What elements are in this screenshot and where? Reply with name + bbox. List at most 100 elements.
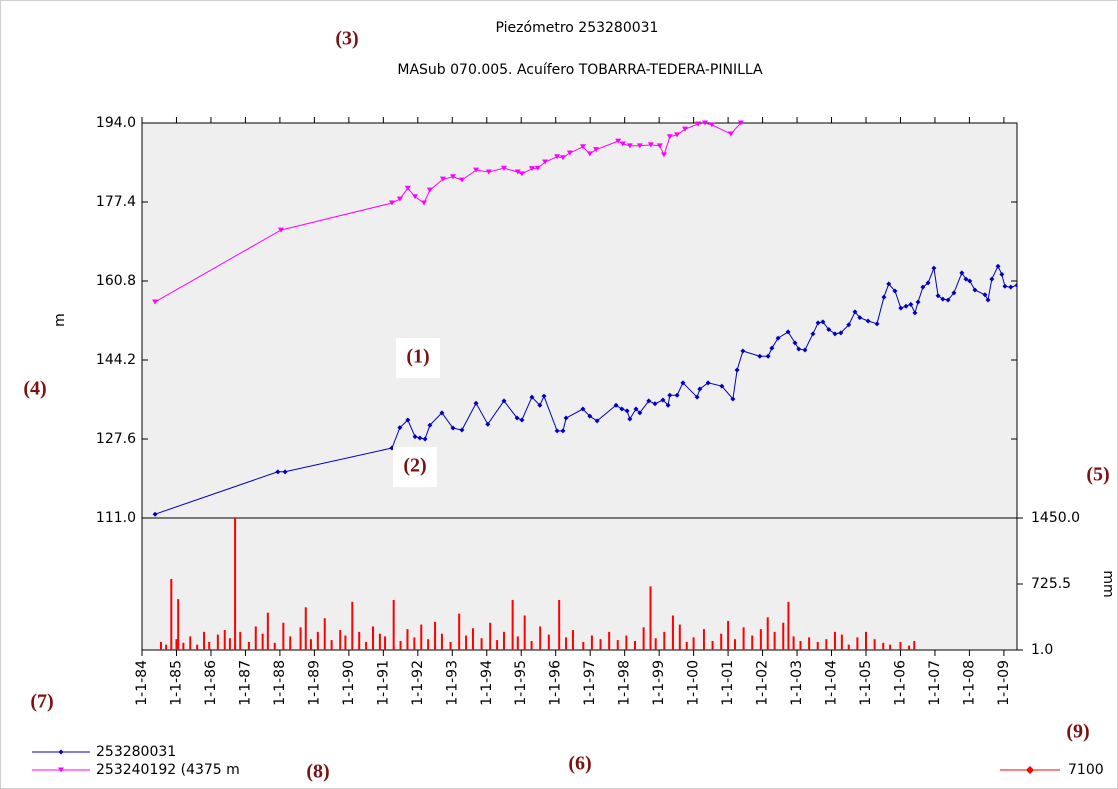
x-tick-label: 1-1-87	[237, 660, 253, 706]
bar	[273, 642, 276, 650]
x-tick-label: 1-1-08	[961, 660, 977, 706]
bar	[182, 642, 185, 650]
point	[282, 469, 288, 475]
bar	[565, 637, 568, 650]
point	[796, 346, 802, 352]
point	[697, 386, 703, 392]
bar	[420, 624, 423, 650]
point	[277, 227, 284, 233]
bar	[358, 631, 361, 650]
x-tick-label: 1-1-04	[824, 660, 840, 706]
chart-title: Piezómetro 253280031	[496, 20, 659, 36]
x-tick-label: 1-1-94	[479, 660, 495, 706]
legend-label: 7100	[1068, 762, 1104, 778]
bar	[449, 641, 452, 650]
point	[439, 410, 445, 416]
bar	[590, 635, 593, 650]
point	[972, 287, 978, 293]
point	[427, 422, 433, 428]
x-tick-label: 1-1-92	[410, 660, 426, 706]
point	[838, 330, 844, 336]
annotation: (8)	[306, 761, 329, 783]
point	[719, 383, 725, 389]
point	[473, 400, 479, 406]
point	[886, 281, 892, 287]
bar	[434, 621, 437, 650]
point	[931, 265, 937, 271]
bar	[234, 518, 237, 650]
bar	[799, 640, 802, 650]
bar	[649, 586, 652, 650]
point	[694, 394, 700, 400]
x-tick-label: 1-1-89	[306, 660, 322, 706]
bar	[616, 640, 619, 650]
annotation: (7)	[30, 691, 53, 713]
bar	[371, 626, 374, 650]
point	[734, 367, 740, 373]
bar	[642, 627, 645, 650]
annotation-box	[393, 447, 437, 487]
bar	[228, 638, 231, 650]
point	[967, 278, 973, 284]
x-tick-label: 1-1-98	[617, 660, 633, 706]
y-axis-title: m	[52, 313, 68, 327]
bar	[816, 641, 819, 650]
point	[999, 271, 1005, 277]
point	[458, 177, 465, 183]
bar	[733, 639, 736, 650]
annotation: (5)	[1086, 464, 1109, 486]
x-tick-label: 1-1-00	[686, 660, 702, 706]
point	[765, 353, 771, 359]
point	[519, 417, 525, 423]
bar	[899, 641, 902, 650]
point	[802, 347, 808, 353]
x-tick-label: 1-1-99	[651, 660, 667, 706]
bar	[787, 601, 790, 650]
point	[626, 143, 633, 149]
point	[881, 294, 887, 300]
bar	[406, 629, 409, 650]
bar	[727, 620, 730, 650]
bar	[825, 639, 828, 650]
bar	[465, 635, 468, 650]
bar	[323, 618, 326, 650]
x-tick-label: 1-1-09	[996, 660, 1012, 706]
x-tick-label: 1-1-86	[203, 660, 219, 706]
point	[1002, 283, 1008, 289]
bar	[399, 640, 402, 650]
bar	[502, 631, 505, 650]
point	[587, 413, 593, 419]
bar	[282, 622, 285, 650]
bar	[159, 641, 162, 650]
point	[737, 120, 744, 126]
bar	[792, 636, 795, 650]
annotation: (6)	[568, 753, 591, 775]
annotation-box	[396, 338, 440, 378]
bar	[840, 634, 843, 650]
bar	[856, 637, 859, 650]
bar	[351, 601, 354, 650]
bar	[304, 607, 307, 650]
point	[152, 299, 159, 305]
point	[619, 406, 625, 412]
point	[792, 340, 798, 346]
y2-tick-label: 1450.0	[1031, 510, 1080, 526]
bar	[516, 636, 519, 650]
bar	[266, 612, 269, 650]
point	[945, 297, 951, 303]
bar	[413, 637, 416, 650]
point	[695, 121, 702, 127]
bar	[582, 641, 585, 650]
point	[646, 398, 652, 404]
point	[422, 436, 428, 442]
bar	[480, 638, 483, 650]
bar	[261, 633, 264, 650]
point	[908, 301, 914, 307]
bar	[634, 640, 637, 650]
bar	[254, 626, 257, 650]
point	[874, 321, 880, 327]
bar	[216, 634, 219, 650]
point	[529, 394, 535, 400]
point	[815, 320, 821, 326]
bar	[678, 624, 681, 650]
